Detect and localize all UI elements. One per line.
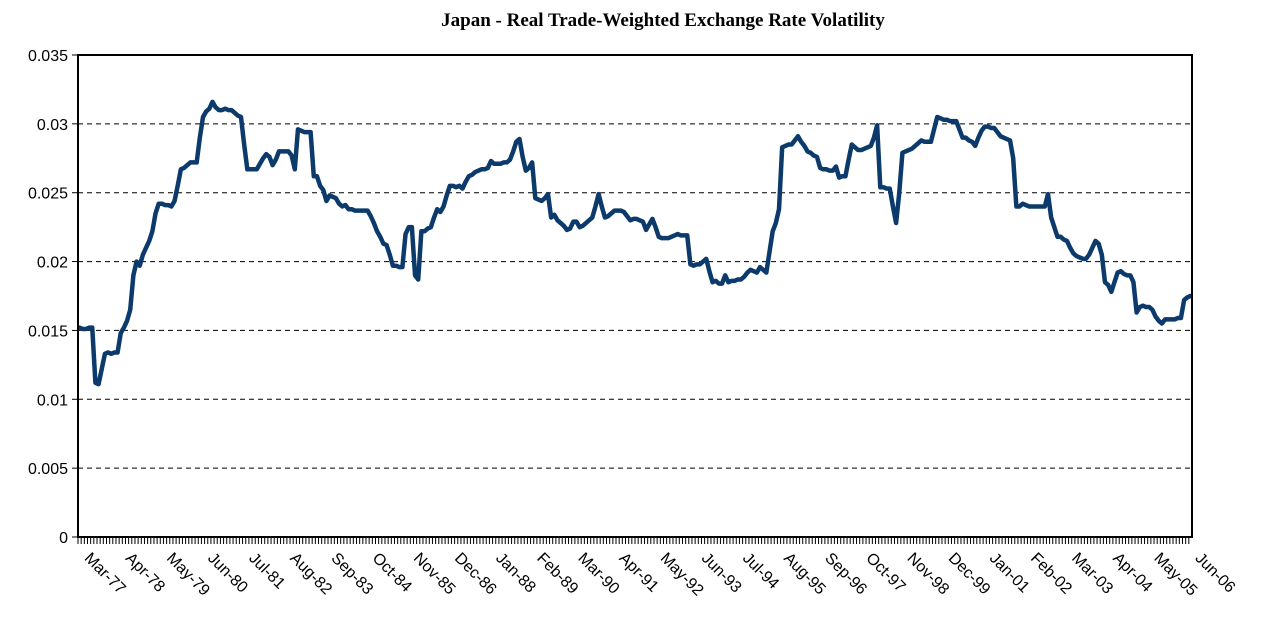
x-tick-label: Jan-88 (492, 550, 539, 597)
x-tick-label: Nov-85 (410, 550, 459, 599)
x-tick-label: Apr-04 (1109, 550, 1155, 596)
data-line (77, 99, 1193, 387)
plot-frame (77, 54, 1193, 538)
y-tick-label: 0.015 (28, 323, 68, 340)
y-tick-label: 0.035 (28, 48, 68, 65)
x-tick-label: Apr-91 (616, 550, 662, 596)
x-tick-label: Jul-94 (739, 550, 782, 593)
y-tick-label: 0.01 (37, 392, 68, 409)
x-tick-label: May-79 (163, 550, 213, 600)
x-tick-label: Oct-84 (369, 550, 415, 596)
x-tick-label: Apr-78 (122, 550, 168, 596)
x-tick-label: May-05 (1150, 550, 1200, 600)
x-tick-label: Nov-98 (904, 550, 953, 599)
x-tick-label: Jun-06 (1192, 550, 1239, 597)
y-tick-label: 0.025 (28, 186, 68, 203)
x-tick-label: Jun-80 (204, 550, 251, 597)
y-tick-label: 0.03 (37, 117, 68, 134)
x-tick-label: Aug-82 (286, 550, 335, 599)
x-tick-label: Mar-03 (1068, 550, 1116, 598)
x-tick-label: Feb-89 (533, 550, 581, 598)
x-tick-label: Mar-77 (81, 550, 129, 598)
x-tick-label: Sep-83 (328, 550, 377, 599)
y-tick-label: 0.02 (37, 255, 68, 272)
x-tick-label: Mar-90 (574, 550, 622, 598)
x-tick-label: Dec-99 (945, 550, 994, 599)
x-tick-label: Jun-93 (698, 550, 745, 597)
y-tick-label: 0.005 (28, 461, 68, 478)
x-tick-label: Aug-95 (780, 550, 829, 599)
y-tick-label: 0 (59, 530, 68, 547)
x-tick-label: Feb-02 (1027, 550, 1075, 598)
chart-title: Japan - Real Trade-Weighted Exchange Rat… (441, 10, 885, 31)
x-tick-label: Sep-96 (821, 550, 870, 599)
x-tick-label: Jul-81 (245, 550, 288, 593)
x-tick-label: Jan-01 (986, 550, 1033, 597)
x-tick-label: May-92 (657, 550, 707, 600)
x-tick-label: Dec-86 (451, 550, 500, 599)
x-tick-label: Oct-97 (862, 550, 908, 596)
